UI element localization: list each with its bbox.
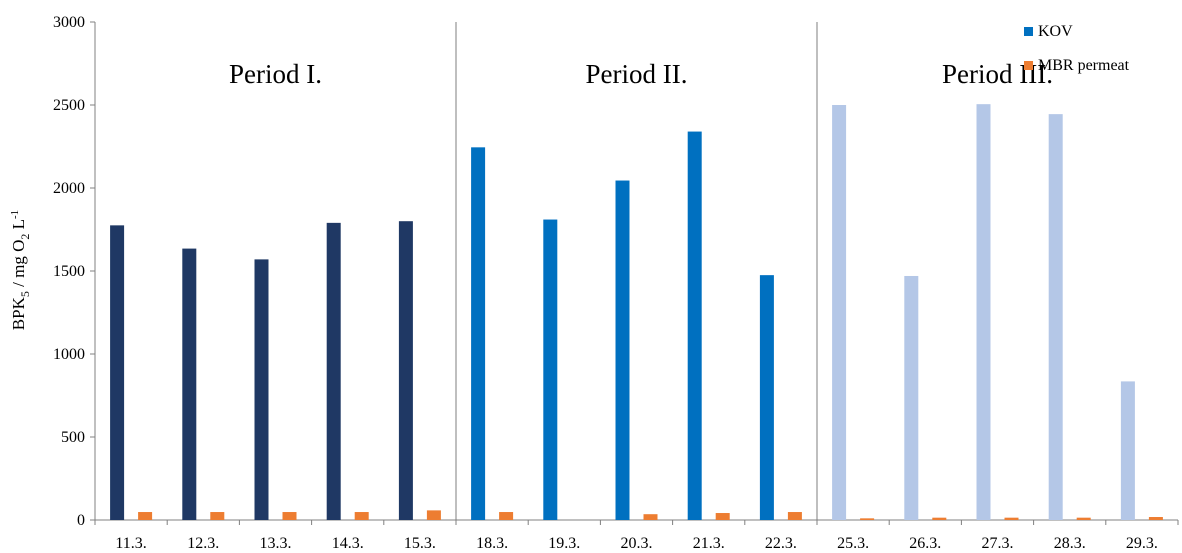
x-axis: 11.3. 12.3. 13.3. 14.3. 15.3. 18.3. 19.3. 20.3.… xyxy=(94,519,1179,552)
legend-swatch xyxy=(1024,61,1033,70)
y-tick-label: 2500 xyxy=(53,97,85,114)
legend-swatch xyxy=(1024,27,1033,36)
x-tick-label: 15.3. xyxy=(404,535,436,552)
x-tick-label: 19.3. xyxy=(548,535,580,552)
x-tick-label: 27.3. xyxy=(982,535,1014,552)
period-label: Period I. xyxy=(229,59,322,89)
y-tick-label: 0 xyxy=(77,512,85,529)
period-dividers xyxy=(455,22,818,520)
y-axis-label: BPK5 / mg O2 L-1 xyxy=(9,210,32,330)
bar-kov xyxy=(759,275,774,520)
y-axis: 0 500 1000 1500 2000 2500 3000 xyxy=(53,14,96,529)
y-tick-label: 2000 xyxy=(53,180,85,197)
bar-kov xyxy=(1048,114,1063,520)
bar-mbr-permeat xyxy=(1076,517,1091,520)
y-tick-label: 3000 xyxy=(53,14,85,31)
bar-mbr-permeat xyxy=(499,512,514,520)
bar-kov xyxy=(326,222,341,521)
bar-kov xyxy=(1120,381,1135,520)
bar-mbr-permeat xyxy=(1148,517,1163,520)
bar-mbr-permeat xyxy=(715,513,730,520)
bar-mbr-permeat xyxy=(138,512,153,520)
bar-kov xyxy=(471,147,486,520)
x-tick-label: 25.3. xyxy=(837,535,869,552)
x-tick-label: 22.3. xyxy=(765,535,797,552)
bar-mbr-permeat xyxy=(354,512,369,520)
x-tick-label: 18.3. xyxy=(476,535,508,552)
bar-mbr-permeat xyxy=(787,512,802,520)
x-tick-label: 26.3. xyxy=(909,535,941,552)
bar-kov xyxy=(687,131,702,520)
bar-kov xyxy=(398,221,413,520)
bar-kov xyxy=(182,248,197,520)
x-tick-label: 11.3. xyxy=(115,535,146,552)
bar-mbr-permeat xyxy=(932,517,947,520)
bar-kov xyxy=(976,104,991,521)
bar-mbr-permeat xyxy=(860,518,875,520)
x-tick-label: 13.3. xyxy=(260,535,292,552)
legend: KOV MBR permeat xyxy=(1024,23,1130,74)
x-tick-label: 14.3. xyxy=(332,535,364,552)
y-tick-label: 1000 xyxy=(53,346,85,363)
bar-kov xyxy=(615,180,630,520)
x-tick-label: 29.3. xyxy=(1126,535,1158,552)
bar-kov xyxy=(110,225,125,520)
x-tick-label: 21.3. xyxy=(693,535,725,552)
x-tick-label: 12.3. xyxy=(187,535,219,552)
bar-mbr-permeat xyxy=(282,512,297,520)
bar-kov xyxy=(543,219,558,521)
legend-label: KOV xyxy=(1038,23,1073,40)
bar-mbr-permeat xyxy=(426,510,441,520)
bar-kov xyxy=(832,105,847,520)
legend-label: MBR permeat xyxy=(1038,57,1130,74)
period-label: Period II. xyxy=(586,59,688,89)
y-tick-label: 500 xyxy=(61,429,85,446)
y-tick-label: 1500 xyxy=(53,263,85,280)
bar-kov xyxy=(254,259,269,520)
period-labels: Period I. Period II. Period III. xyxy=(229,59,1053,89)
x-tick-label: 20.3. xyxy=(621,535,653,552)
bar-mbr-permeat xyxy=(210,512,225,520)
bar-mbr-permeat xyxy=(1004,517,1019,520)
bars xyxy=(110,104,1163,521)
period-label: Period III. xyxy=(942,59,1053,89)
x-tick-label: 28.3. xyxy=(1054,535,1086,552)
bar-mbr-permeat xyxy=(643,514,658,520)
bar-kov xyxy=(904,275,919,520)
